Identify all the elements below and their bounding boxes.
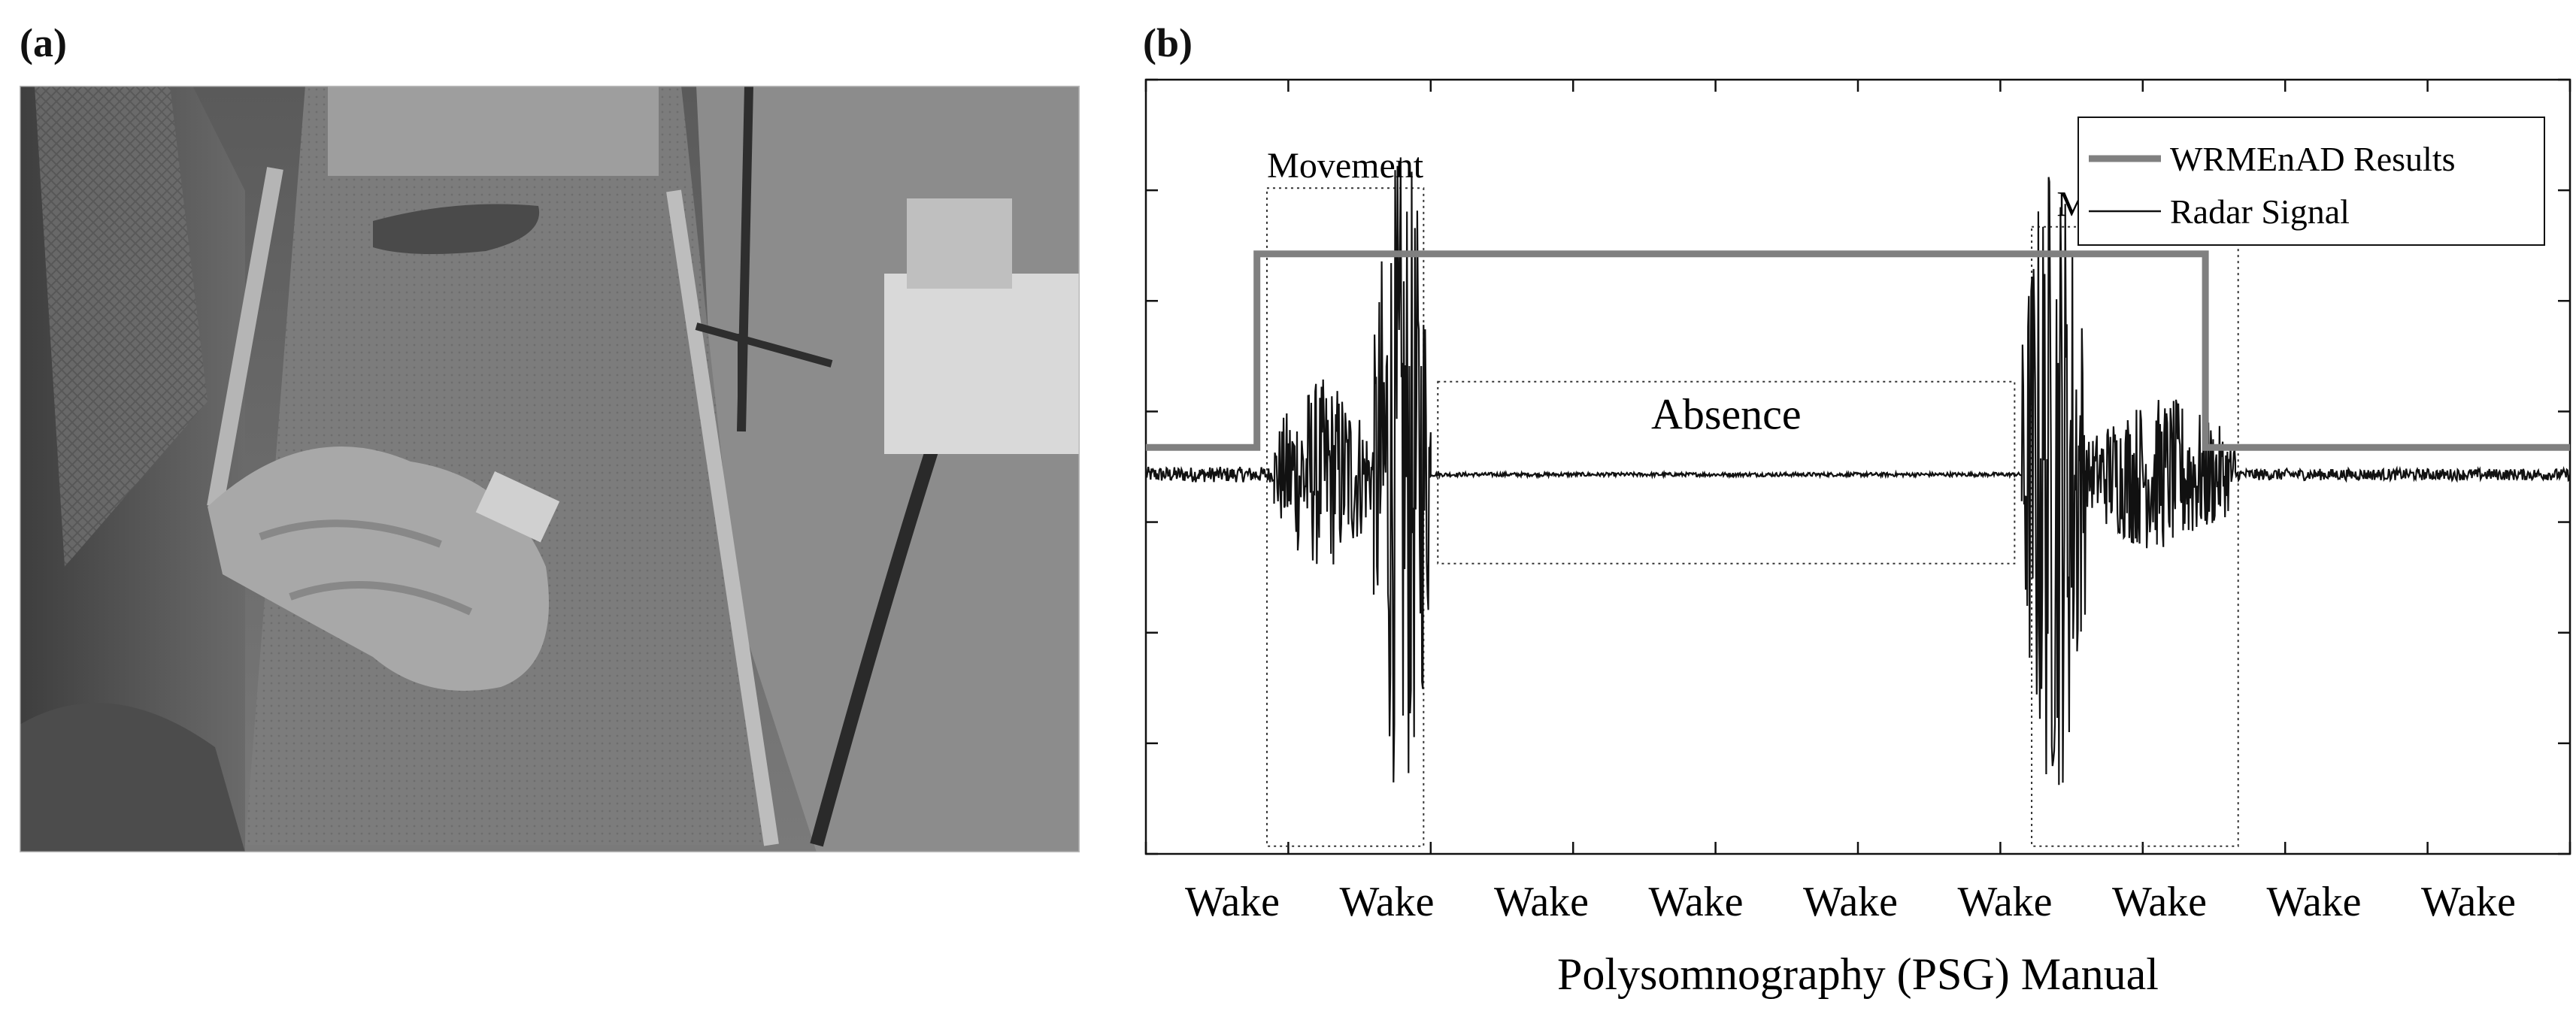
photo-blanket (208, 446, 549, 691)
legend-label-radar: Radar Signal (2170, 192, 2350, 231)
photo-pillow-strap (373, 204, 540, 254)
panel-label-b: (b) (1143, 20, 1193, 65)
x-tick-label: Wake (2266, 879, 2361, 925)
x-tick-label: Wake (1339, 879, 1434, 925)
x-tick-label: Wake (1494, 879, 1589, 925)
plot-area: MovementAbsenceMovement WRMEnAD Results … (1144, 78, 2571, 855)
annotation-box (1437, 380, 2016, 565)
axis-ticks (1144, 78, 2571, 855)
series-wrmenad-results (1146, 250, 2570, 451)
photo-bed-rail-left (207, 167, 283, 508)
x-tick-label: Wake (1957, 879, 2052, 925)
legend-box (2077, 117, 2545, 246)
panel-label-a: (a) (20, 20, 67, 65)
photo-bed-headboard (328, 86, 659, 176)
series-radar-signal (1144, 157, 2571, 785)
x-tick-labels: Wake Wake Wake Wake Wake Wake Wake Wake Wake (1185, 879, 2516, 925)
photo-bed-rail-right (666, 189, 779, 846)
photo-floor-object (20, 703, 245, 852)
photo-window-grille (35, 86, 208, 567)
legend-label-wrmenad: WRMEnAD Results (2170, 140, 2456, 178)
chart: MovementAbsenceMovement WRMEnAD Results … (1144, 78, 2571, 999)
x-tick-label: Wake (2421, 879, 2516, 925)
x-tick-label: Wake (2112, 879, 2207, 925)
x-tick-label: Wake (1185, 879, 1280, 925)
x-axis-label: Polysomnography (PSG) Manual (1557, 949, 2159, 999)
photo-table (884, 274, 1080, 454)
x-tick-label: Wake (1648, 879, 1743, 925)
annotation-label: Movement (1267, 146, 1424, 186)
photo-radar-device (907, 198, 1012, 289)
x-tick-label: Wake (1803, 879, 1898, 925)
bedroom-photo (20, 86, 1080, 852)
photo-phone (475, 471, 560, 543)
legend: WRMEnAD Results Radar Signal (2077, 117, 2545, 246)
annotation-label: Absence (1651, 390, 1802, 439)
annotation-box (1265, 187, 1425, 847)
